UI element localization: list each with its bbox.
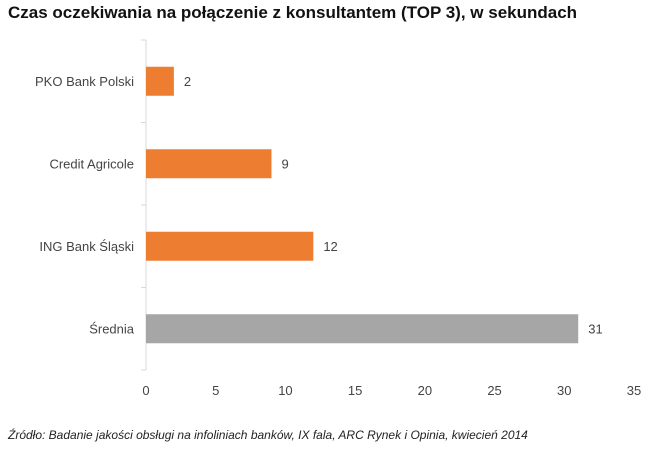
bar (146, 149, 272, 179)
x-tick-label: 30 (557, 383, 571, 398)
data-label: 12 (323, 239, 337, 254)
category-label: ING Bank Śląski (39, 239, 134, 254)
chart-title: Czas oczekiwania na połączenie z konsult… (8, 3, 578, 22)
x-tick-label: 10 (278, 383, 292, 398)
x-tick-label: 15 (348, 383, 362, 398)
category-label: PKO Bank Polski (35, 74, 134, 89)
x-tick-label: 0 (142, 383, 149, 398)
x-tick-label: 35 (627, 383, 641, 398)
data-label: 2 (184, 74, 191, 89)
x-tick-label: 20 (418, 383, 432, 398)
data-label: 9 (281, 156, 288, 171)
bar (146, 231, 314, 261)
source-note: Źródło: Badanie jakości obsługi na infol… (8, 428, 528, 442)
x-tick-label: 25 (487, 383, 501, 398)
category-label: Średnia (89, 321, 135, 336)
data-label: 31 (588, 321, 602, 336)
bar (146, 66, 174, 96)
category-label: Credit Agricole (49, 156, 134, 171)
bar (146, 314, 579, 344)
bar-chart: PKO Bank Polski 2 Credit Agricole 9 ING Bank… (35, 39, 641, 398)
x-tick-label: 5 (212, 383, 219, 398)
